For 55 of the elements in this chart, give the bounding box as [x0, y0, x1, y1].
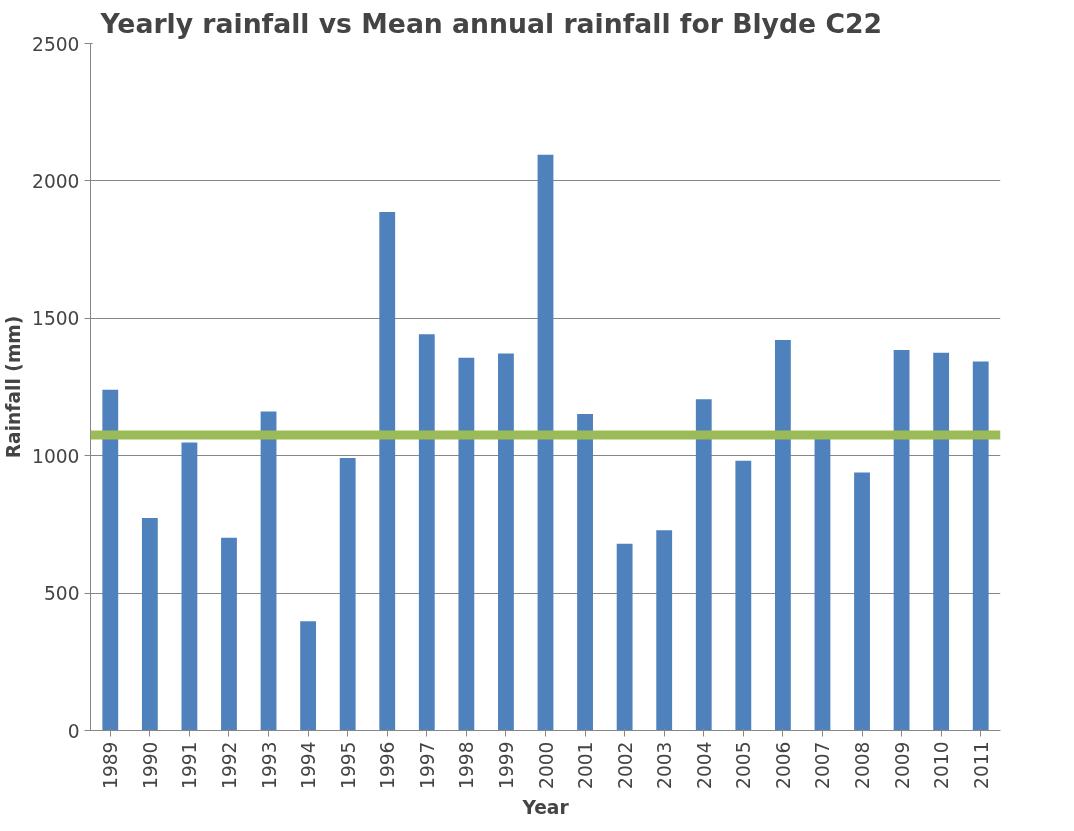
- x-tick-label: 1996: [377, 741, 399, 789]
- x-tick-label: 2002: [614, 741, 636, 789]
- y-tick-label: 1000: [32, 445, 80, 467]
- bar: [735, 460, 752, 731]
- bar: [458, 357, 475, 731]
- bar: [577, 413, 593, 731]
- x-tick-label: 1995: [337, 741, 359, 789]
- y-tick-label: 500: [43, 583, 80, 605]
- x-tick-label: 2007: [812, 741, 834, 789]
- bar: [141, 518, 158, 731]
- bar: [814, 438, 831, 731]
- x-tick-label: 2011: [970, 741, 992, 789]
- bar: [893, 349, 910, 731]
- bar: [854, 472, 870, 731]
- bar: [379, 211, 396, 731]
- bar: [656, 530, 673, 731]
- x-tick-label: 2010: [931, 741, 953, 789]
- bar: [616, 543, 633, 731]
- y-tick-label: 2000: [32, 170, 80, 192]
- bar: [339, 457, 356, 731]
- x-tick-label: 1994: [298, 741, 320, 789]
- x-axis-title: Year: [521, 796, 570, 818]
- x-tick-label: 2008: [852, 741, 874, 789]
- x-tick-label: 1991: [179, 741, 201, 789]
- x-tick-label: 2001: [575, 741, 597, 789]
- x-tick-label: 2005: [733, 741, 755, 789]
- x-tick-label: 2006: [772, 741, 794, 789]
- bar: [102, 389, 119, 731]
- bar: [300, 621, 317, 731]
- x-tick-label: 1998: [456, 741, 478, 789]
- x-tick-label: 1989: [100, 741, 122, 789]
- bar: [537, 154, 554, 731]
- x-tick-label: 1992: [218, 741, 240, 789]
- y-tick-label: 1500: [32, 308, 80, 330]
- bar: [418, 334, 435, 731]
- chart-title: Yearly rainfall vs Mean annual rainfall for Blyde C22: [99, 7, 883, 39]
- x-tick-label: 1990: [139, 741, 161, 789]
- x-tick-label: 1999: [495, 741, 517, 789]
- x-tick-label: 1993: [258, 741, 280, 789]
- y-tick-label: 2500: [32, 33, 80, 55]
- bar: [695, 399, 712, 731]
- bar: [933, 352, 950, 731]
- x-tick-label: 2009: [891, 741, 913, 789]
- bar: [774, 340, 791, 731]
- x-tick-label: 2003: [654, 741, 676, 789]
- bar: [498, 353, 514, 731]
- x-tick-label: 2004: [693, 741, 715, 789]
- x-tick-label: 2000: [535, 741, 557, 789]
- bar: [221, 537, 237, 731]
- bar: [181, 442, 198, 731]
- bar: [972, 361, 989, 731]
- y-axis-title: Rainfall (mm): [3, 315, 25, 459]
- bar: [260, 411, 277, 731]
- y-tick-label: 0: [67, 720, 80, 742]
- x-tick-label: 1997: [416, 741, 438, 789]
